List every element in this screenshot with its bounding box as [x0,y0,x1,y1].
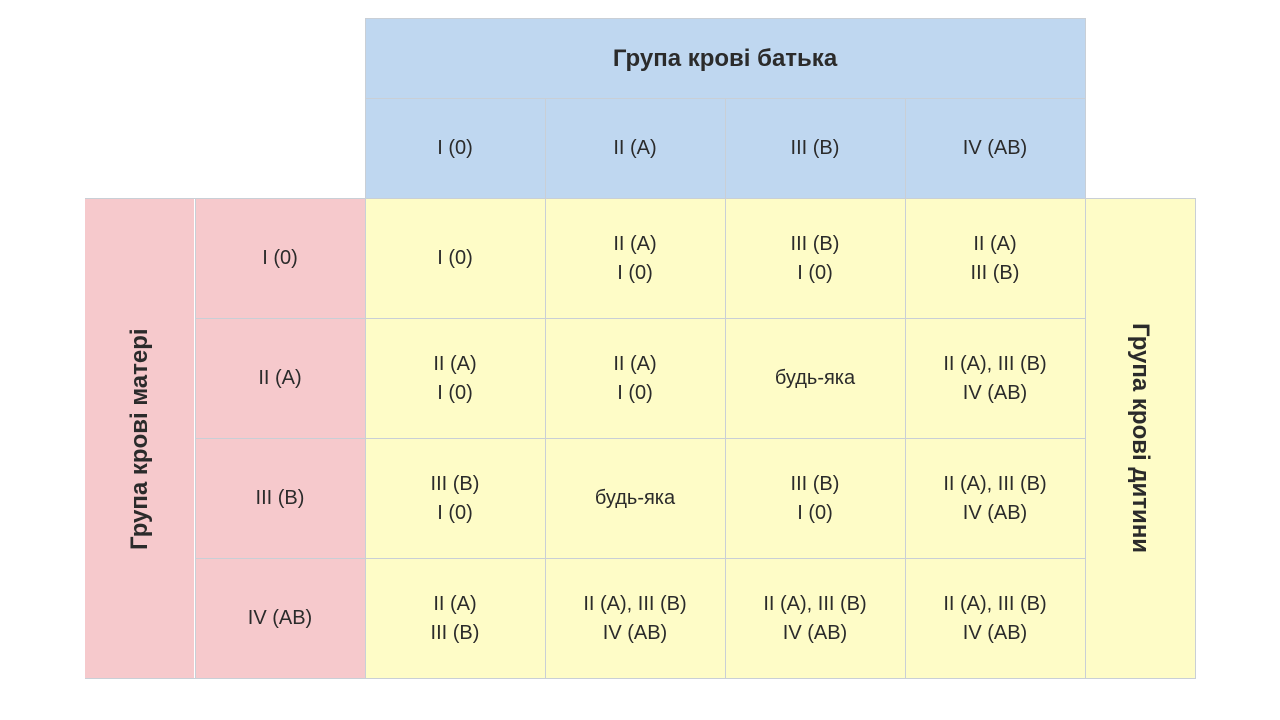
row-head-0: I (0) [195,199,365,319]
cell-2-0: III (B) I (0) [365,439,545,559]
cell-0-1: II (A) I (0) [545,199,725,319]
blood-type-table: Група крові батька I (0) II (A) III (B) … [85,18,1196,679]
cell-3-0: II (A) III (B) [365,559,545,679]
cell-0-3: II (A) III (B) [905,199,1085,319]
cell-3-3: II (A), III (B) IV (AB) [905,559,1085,679]
cell-3-2: II (A), III (B) IV (AB) [725,559,905,679]
col-head-0: I (0) [365,99,545,199]
cell-2-1: будь-яка [545,439,725,559]
cell-1-0: II (A) I (0) [365,319,545,439]
cell-1-1: II (A) I (0) [545,319,725,439]
row-head-1: II (A) [195,319,365,439]
cell-0-0: I (0) [365,199,545,319]
row-head-3: IV (AB) [195,559,365,679]
col-head-3: IV (AB) [905,99,1085,199]
cell-1-3: II (A), III (B) IV (AB) [905,319,1085,439]
cell-2-3: II (A), III (B) IV (AB) [905,439,1085,559]
col-head-2: III (B) [725,99,905,199]
father-label: Група крові батька [365,19,1085,99]
cell-1-2: будь-яка [725,319,905,439]
child-label: Група крові дитини [1085,199,1195,679]
mother-label: Група крові матері [85,199,195,679]
cell-0-2: III (B) I (0) [725,199,905,319]
row-head-2: III (B) [195,439,365,559]
cell-2-2: III (B) I (0) [725,439,905,559]
col-head-1: II (A) [545,99,725,199]
cell-3-1: II (A), III (B) IV (AB) [545,559,725,679]
